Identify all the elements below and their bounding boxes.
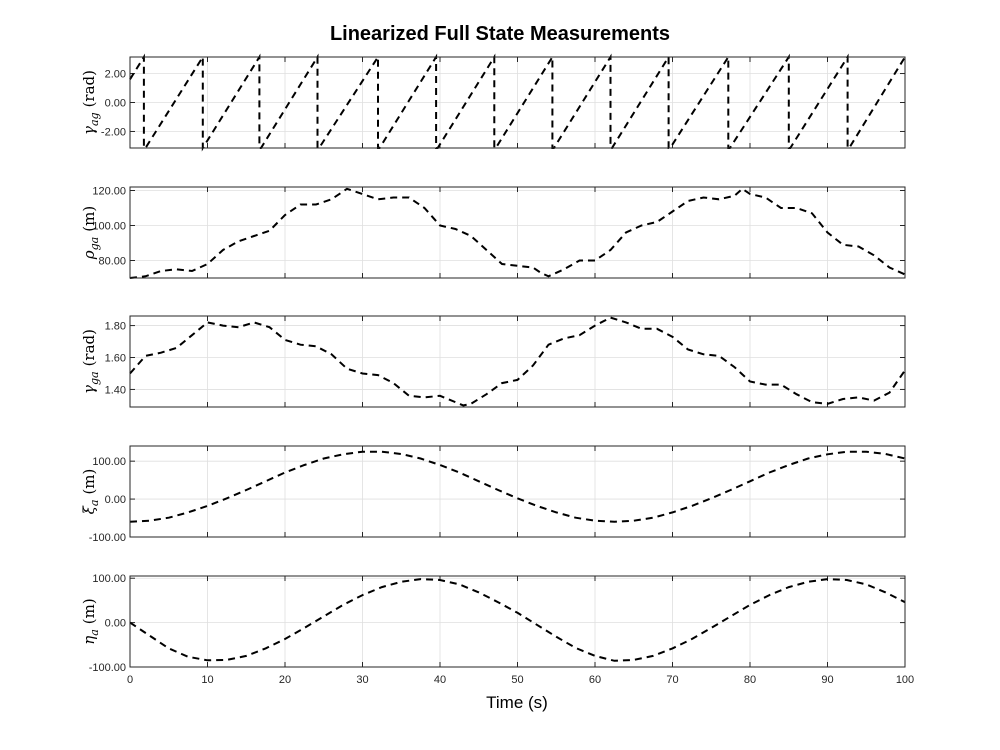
axes-frame — [129, 445, 906, 538]
chart-title: Linearized Full State Measurements — [330, 23, 670, 45]
subplot-1: -2.00 0.00 2.00 γag (rad) — [80, 53, 906, 152]
y-tick-label: -2.00 — [101, 126, 126, 138]
y-label-subscript: ga — [88, 237, 101, 251]
y-label-symbol: η — [80, 636, 98, 645]
y-tick-label: 1.40 — [105, 384, 126, 396]
y-label-symbol: γ — [80, 126, 98, 135]
y-tick-label: 100.00 — [92, 221, 126, 233]
y-label-subscript: ga — [88, 371, 101, 385]
x-tick-label: 50 — [511, 674, 523, 686]
y-label-subscript: a — [88, 500, 101, 507]
series-line — [129, 578, 906, 662]
x-tick-label: 0 — [127, 674, 133, 686]
subplot-5: -100.00 0.00 100.00 0 10 20 30 40 50 60 70 80 90 100 η… — [80, 573, 914, 686]
axes-frame — [129, 575, 906, 668]
axes-frame — [129, 56, 906, 149]
y-label-unit: (rad) — [80, 329, 98, 366]
y-tick-label: -100.00 — [89, 662, 126, 674]
x-tick-label: 10 — [201, 674, 213, 686]
subplot-4: -100.00 0.00 100.00 ξa (m) — [80, 445, 906, 544]
y-tick-label: 2.00 — [105, 69, 126, 81]
y-label-subscript: a — [88, 629, 101, 636]
y-tick-label: 0.00 — [105, 494, 126, 506]
series-line — [129, 450, 906, 523]
y-label-unit: (m) — [80, 598, 98, 624]
y-axis-label: ξa (m) — [80, 469, 101, 515]
x-tick-label: 40 — [434, 674, 446, 686]
x-tick-label: 90 — [821, 674, 833, 686]
y-axis-label: ηa (m) — [80, 598, 101, 645]
y-tick-label: 1.80 — [105, 321, 126, 333]
series-line — [129, 316, 906, 407]
y-axis-label: γag (rad) — [80, 70, 101, 135]
y-tick-label: 100.00 — [92, 456, 126, 468]
axes-frame — [129, 186, 906, 279]
y-label-symbol: ρ — [80, 250, 98, 260]
subplot-3: 1.40 1.60 1.80 γga (rad) — [80, 315, 906, 408]
subplot-stack: -2.000.002.00γag(rad)80.00100.00120.00ρg… — [80, 53, 914, 686]
y-tick-label: 80.00 — [98, 256, 126, 268]
x-axis-label: Time (s) — [486, 693, 548, 712]
y-label-subscript: ag — [88, 112, 101, 126]
y-tick-label: 120.00 — [92, 186, 126, 198]
x-tick-label: 70 — [666, 674, 678, 686]
y-label-unit: (m) — [80, 469, 98, 495]
y-tick-label: 1.60 — [105, 353, 126, 365]
y-axis-label: γga (rad) — [80, 329, 101, 394]
x-tick-label: 20 — [279, 674, 291, 686]
x-tick-label: 80 — [744, 674, 756, 686]
x-tick-label: 60 — [589, 674, 601, 686]
axes-frame — [129, 315, 906, 408]
series-line — [129, 53, 906, 152]
y-tick-label: 0.00 — [105, 618, 126, 630]
y-label-unit: (m) — [80, 206, 98, 232]
x-tick-label: 100 — [896, 674, 914, 686]
y-tick-label: 0.00 — [105, 98, 126, 110]
series-line — [129, 187, 906, 279]
y-label-symbol: ξ — [80, 505, 98, 514]
y-label-symbol: γ — [80, 385, 98, 394]
y-tick-label: -100.00 — [89, 532, 126, 544]
y-label-unit: (rad) — [80, 70, 98, 107]
x-tick-label: 30 — [356, 674, 368, 686]
y-axis-label: ρga (m) — [80, 206, 101, 260]
subplot-2: 80.00 100.00 120.00 ρga (m) — [80, 186, 906, 279]
y-tick-label: 100.00 — [92, 573, 126, 585]
